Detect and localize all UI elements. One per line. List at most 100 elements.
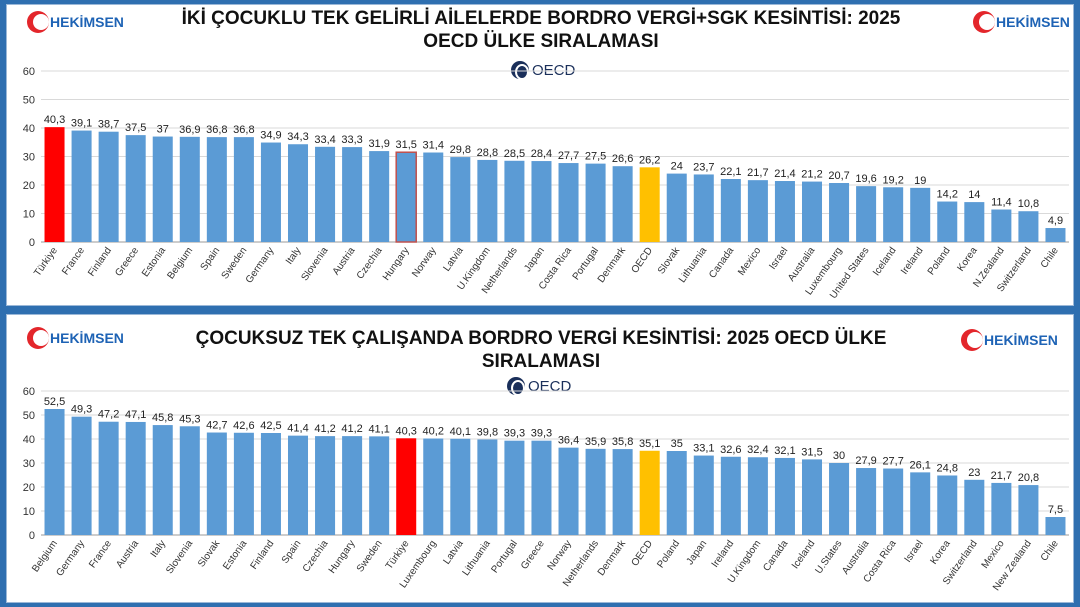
data-label: 31,5 xyxy=(395,139,416,151)
bar xyxy=(747,180,768,242)
bar xyxy=(1045,517,1066,535)
x-tick-label: Iceland xyxy=(790,538,818,571)
hekimsen-crescent-icon xyxy=(961,329,983,351)
bar xyxy=(125,135,146,242)
data-label: 26,1 xyxy=(909,459,930,471)
data-label: 29,8 xyxy=(450,144,471,156)
bar xyxy=(666,451,687,535)
x-tick-label: Slovenia xyxy=(164,538,195,576)
x-tick-label: Latvia xyxy=(441,538,466,567)
bar xyxy=(937,475,958,535)
bar xyxy=(720,456,741,535)
y-tick-label: 10 xyxy=(23,209,35,221)
x-tick-label: Mexico xyxy=(736,245,763,278)
bar xyxy=(693,455,714,535)
y-tick-label: 10 xyxy=(23,506,35,518)
hekimsen-logo-left: HEKİMSEN xyxy=(27,11,124,33)
chart-panel-single: HEKİMSEN HEKİMSEN ÇOCUKSUZ TEK ÇALIŞANDA… xyxy=(6,314,1074,603)
data-label: 42,5 xyxy=(260,420,281,432)
bar xyxy=(287,144,309,242)
x-tick-label: Austria xyxy=(114,538,141,570)
bar xyxy=(179,426,200,535)
bar-chart-single: 010203040506052,5Belgium49,3Germany47,2F… xyxy=(23,386,1069,593)
bar xyxy=(558,447,579,535)
data-label: 40,2 xyxy=(423,426,444,438)
data-label: 33,1 xyxy=(693,443,714,455)
data-label: 40,3 xyxy=(44,114,65,126)
x-tick-label: France xyxy=(87,538,114,570)
data-label: 45,3 xyxy=(179,413,200,425)
data-label: 49,3 xyxy=(71,404,92,416)
data-label: 32,4 xyxy=(747,444,768,456)
bar-chart-families: 0 10 20 30 40 50 60 40,3 Türkiye 39,1 France 38,7 Fi… xyxy=(23,66,1069,301)
x-tick-label: Canada xyxy=(707,245,736,280)
data-label: 19,2 xyxy=(882,174,903,186)
bar xyxy=(883,468,904,535)
bar xyxy=(395,151,417,243)
bar xyxy=(450,157,471,242)
bar xyxy=(423,438,444,535)
x-tick-label: Poland xyxy=(655,538,682,570)
x-tick-label: Chile xyxy=(1039,245,1061,270)
x-tick-label: Lithuania xyxy=(677,245,710,285)
x-tick-label: Türkiye xyxy=(384,538,412,572)
bar xyxy=(639,167,660,242)
x-tick-label: Japan xyxy=(685,538,710,567)
x-tick-label: Hungary xyxy=(327,538,358,575)
bar xyxy=(801,459,823,535)
data-label: 36,8 xyxy=(206,124,227,136)
data-label: 31,4 xyxy=(423,140,444,152)
x-tick-label: Slovenia xyxy=(299,245,330,283)
data-label: 39,3 xyxy=(531,428,552,440)
y-tick-label: 60 xyxy=(23,66,35,78)
x-tick-label: OECD xyxy=(630,245,656,275)
hekimsen-logo-right: HEKİMSEN xyxy=(973,11,1070,33)
x-tick-label: Canada xyxy=(761,538,790,573)
bar xyxy=(856,468,877,535)
bar xyxy=(423,152,444,242)
x-tick-label: Poland xyxy=(926,245,953,277)
x-tick-label: Korea xyxy=(955,245,980,274)
data-label: 7,5 xyxy=(1048,504,1063,516)
bar xyxy=(829,183,850,242)
data-label: 39,8 xyxy=(477,426,498,438)
chart-title: İKİ ÇOCUKLU TEK GELİRLİ AİLELERDE BORDRO… xyxy=(137,7,945,53)
x-tick-label: Denmark xyxy=(596,245,629,285)
x-tick-label: Korea xyxy=(928,538,953,567)
data-label: 34,9 xyxy=(260,130,281,142)
bar xyxy=(612,166,633,242)
x-tick-label: Israel xyxy=(767,245,790,271)
data-label: 20,7 xyxy=(828,170,849,182)
data-label: 52,5 xyxy=(44,396,65,408)
y-tick-label: 40 xyxy=(23,434,35,446)
bar xyxy=(206,137,227,242)
data-label: 38,7 xyxy=(98,119,119,131)
hekimsen-logo-text: HEKİMSEN xyxy=(996,14,1070,30)
bar xyxy=(44,127,65,242)
x-tick-label: Slovak xyxy=(656,245,683,277)
bar xyxy=(342,147,363,242)
data-label: 22,1 xyxy=(720,166,741,178)
data-label: 27,7 xyxy=(558,150,579,162)
data-label: 27,7 xyxy=(882,456,903,468)
data-label: 27,5 xyxy=(585,151,606,163)
chart-title-line-1: İKİ ÇOCUKLU TEK GELİRLİ AİLELERDE BORDRO… xyxy=(181,8,901,29)
chart-title-line-1: ÇOCUKSUZ TEK ÇALIŞANDA BORDRO VERGİ KESİ… xyxy=(195,328,887,349)
bar xyxy=(883,187,904,242)
x-tick-label: Iceland xyxy=(871,245,899,278)
hekimsen-crescent-icon xyxy=(27,327,49,349)
y-tick-label: 20 xyxy=(23,180,35,192)
hekimsen-logo-text: HEKİMSEN xyxy=(50,14,124,30)
data-label: 33,3 xyxy=(341,134,362,146)
data-label: 31,5 xyxy=(801,446,822,458)
bar xyxy=(585,163,606,242)
hekimsen-crescent-icon xyxy=(27,11,49,33)
data-label: 31,9 xyxy=(368,138,389,150)
x-tick-label: Israel xyxy=(903,538,926,564)
y-tick-label: 50 xyxy=(23,410,35,422)
hekimsen-crescent-icon xyxy=(973,11,995,33)
data-label: 40,1 xyxy=(450,426,471,438)
x-tick-label: Finland xyxy=(86,245,114,278)
data-label: 28,4 xyxy=(531,148,552,160)
data-label: 37 xyxy=(157,124,169,136)
